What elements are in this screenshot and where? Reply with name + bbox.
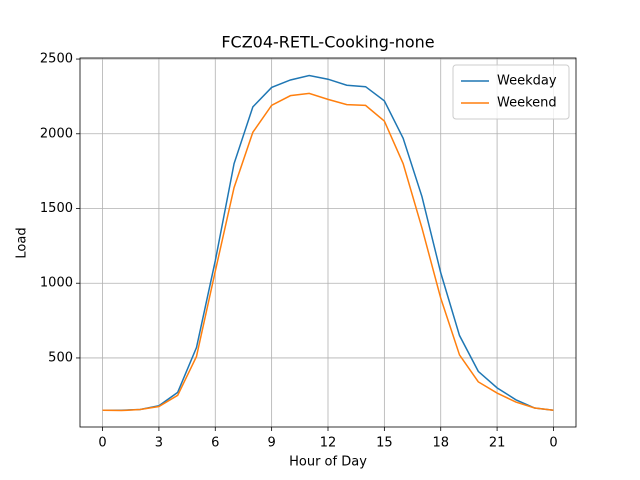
x-axis-label: Hour of Day	[289, 455, 367, 470]
legend-label: Weekend	[497, 96, 557, 111]
line-series	[102, 92, 554, 412]
y-tick-label: 2500	[40, 52, 73, 67]
x-tick-label: 15	[376, 436, 393, 451]
x-tick-label: 6	[211, 436, 219, 451]
plot-frame	[79, 57, 577, 428]
x-tick-label: 9	[267, 436, 275, 451]
x-tick-label: 12	[320, 436, 337, 451]
y-tick-label: 1500	[40, 201, 73, 216]
x-tick-label: 18	[432, 436, 449, 451]
legend-box	[452, 64, 570, 120]
x-tick-label: 3	[155, 436, 163, 451]
y-axis-label: Load	[15, 227, 30, 258]
y-tick-label: 500	[48, 350, 73, 365]
x-tick-label: 21	[489, 436, 506, 451]
legend-label: Weekday	[497, 74, 557, 89]
chart-title: FCZ04-RETL-Cooking-none	[221, 33, 434, 52]
x-tick-label: 0	[98, 436, 106, 451]
line-series	[102, 74, 554, 412]
y-tick-label: 2000	[40, 126, 73, 141]
x-tick-label: 0	[549, 436, 557, 451]
y-tick-label: 1000	[40, 276, 73, 291]
